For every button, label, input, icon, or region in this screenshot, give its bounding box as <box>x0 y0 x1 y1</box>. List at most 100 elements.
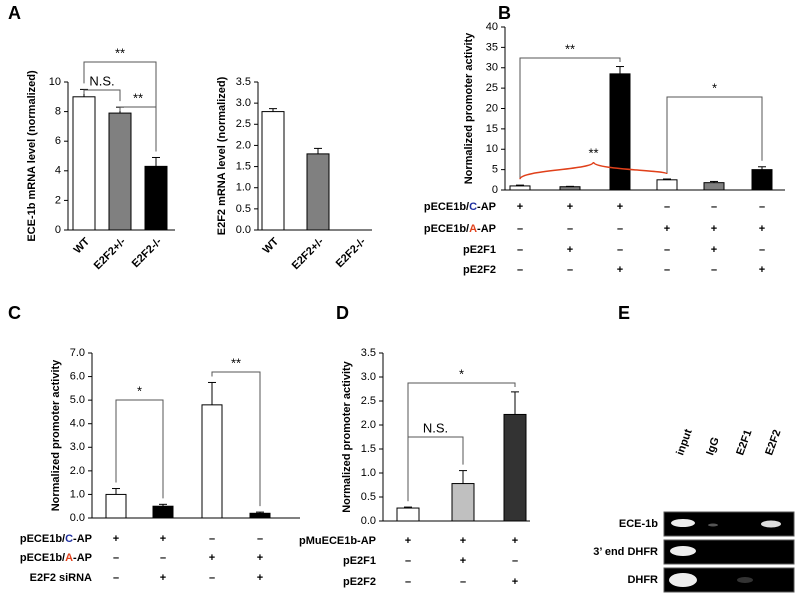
condition-mark: – <box>711 201 717 213</box>
condition-mark: – <box>113 552 119 564</box>
bar <box>145 166 167 230</box>
y-tick-label: 1.5 <box>236 160 251 172</box>
error-bar <box>616 67 624 74</box>
condition-label: pE2F2 <box>343 576 376 588</box>
y-tick-label: 0.0 <box>361 515 376 527</box>
gel-column-label: IgG <box>704 436 722 457</box>
significance-label: ** <box>565 41 575 56</box>
significance-label: N.S. <box>423 420 448 435</box>
gel-column-label: E2F1 <box>734 428 754 457</box>
y-tick-label: 40 <box>486 21 498 33</box>
y-tick-label: 0.5 <box>361 491 376 503</box>
y-tick-label: 5 <box>492 164 498 176</box>
error-bar <box>511 392 519 415</box>
panel-letter: E <box>618 303 630 323</box>
x-tick-label: WT <box>261 235 282 256</box>
significance-bracket <box>520 58 620 179</box>
y-axis-label: ECE-1b mRNA level (normalized) <box>26 70 38 242</box>
condition-mark: + <box>617 264 623 276</box>
error-bar <box>152 157 160 166</box>
panel-letter: D <box>336 303 349 323</box>
gel-row-label: 3’ end DHFR <box>593 546 658 558</box>
error-bar <box>314 148 322 153</box>
y-axis-label: Normalized promoter activity <box>50 359 62 511</box>
bar <box>510 186 530 190</box>
y-tick-label: 0.0 <box>70 512 85 524</box>
y-tick-label: 0 <box>492 184 498 196</box>
y-tick-label: 2.0 <box>236 139 251 151</box>
bar <box>73 97 95 230</box>
condition-label-part: pECE1b/ <box>424 201 469 213</box>
condition-mark: + <box>257 552 263 564</box>
y-tick-label: 6.0 <box>70 370 85 382</box>
y-axis-label: Normalized promoter activity <box>463 32 475 184</box>
y-tick-label: 35 <box>486 41 498 53</box>
condition-mark: – <box>759 201 765 213</box>
condition-label: pECE1b/A-AP <box>424 223 496 235</box>
condition-mark: – <box>711 264 717 276</box>
condition-mark: + <box>711 244 717 256</box>
condition-mark: – <box>160 552 166 564</box>
y-tick-label: 3.0 <box>236 97 251 109</box>
condition-mark: + <box>113 533 119 545</box>
y-tick-label: 15 <box>486 123 498 135</box>
y-tick-label: 3.0 <box>70 441 85 453</box>
condition-label: pECE1b/A-AP <box>20 552 92 564</box>
significance-label: ** <box>588 145 598 160</box>
condition-label-part: A <box>65 552 73 564</box>
condition-mark: + <box>512 535 518 547</box>
y-axis-label: E2F2 mRNA level (normalized) <box>216 76 228 235</box>
significance-label: ** <box>133 90 143 105</box>
condition-mark: – <box>209 572 215 584</box>
bar <box>250 513 270 518</box>
condition-mark: – <box>759 244 765 256</box>
bar <box>153 506 173 518</box>
condition-mark: – <box>517 264 523 276</box>
bar <box>397 508 419 521</box>
condition-label-part: C <box>65 533 73 545</box>
panel-letter: B <box>498 3 511 23</box>
significance-label: ** <box>231 355 241 370</box>
condition-mark: – <box>664 264 670 276</box>
condition-label-part: pE2F1 <box>343 555 376 567</box>
x-tick-label: E2F2+/- <box>290 235 327 272</box>
y-tick-label: 10 <box>49 76 61 88</box>
y-tick-label: 2 <box>55 194 61 206</box>
condition-label: E2F2 siRNA <box>30 572 92 584</box>
condition-label-part: E2F2 siRNA <box>30 572 92 584</box>
gel-band <box>670 546 696 556</box>
bar <box>262 112 284 230</box>
significance-label: * <box>137 383 142 398</box>
y-tick-label: 4 <box>55 165 61 177</box>
condition-mark: – <box>567 264 573 276</box>
x-tick-label: E2F2-/- <box>334 235 369 270</box>
bar <box>106 494 126 518</box>
y-axis-label: Normalized promoter activity <box>341 360 353 512</box>
condition-mark: – <box>209 533 215 545</box>
condition-mark: + <box>460 555 466 567</box>
significance-label: N.S. <box>89 73 114 88</box>
condition-label-part: pE2F1 <box>463 244 496 256</box>
condition-label-part: C <box>469 201 477 213</box>
condition-mark: + <box>512 576 518 588</box>
condition-mark: – <box>664 201 670 213</box>
y-tick-label: 3.5 <box>236 76 251 88</box>
bar <box>704 183 724 190</box>
condition-label-part: pE2F2 <box>343 576 376 588</box>
bar <box>752 170 772 190</box>
condition-mark: – <box>405 555 411 567</box>
condition-mark: + <box>460 535 466 547</box>
gel-column-label: E2F2 <box>763 428 783 457</box>
gel <box>664 512 794 592</box>
error-bar <box>459 471 467 484</box>
bar <box>560 187 580 190</box>
condition-label: pE2F1 <box>463 244 496 256</box>
error-bar <box>208 382 216 404</box>
y-tick-label: 20 <box>486 102 498 114</box>
panel-letter: C <box>8 303 21 323</box>
y-tick-label: 10 <box>486 143 498 155</box>
condition-label: pMuECE1b-AP <box>299 535 376 547</box>
bar <box>657 180 677 190</box>
y-tick-label: 2.0 <box>361 419 376 431</box>
condition-label-part: -AP <box>477 201 496 213</box>
